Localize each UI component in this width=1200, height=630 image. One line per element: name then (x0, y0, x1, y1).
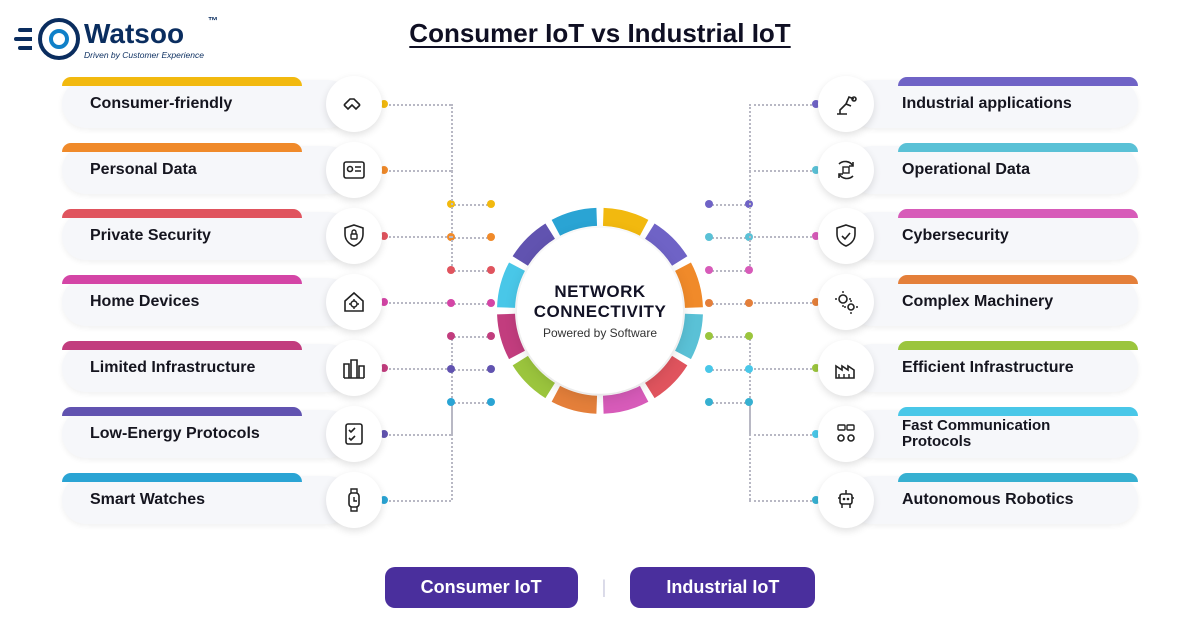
hub-sub: Powered by Software (543, 325, 657, 339)
pill-label: Home Devices (90, 293, 199, 311)
pill-stripe (898, 275, 1138, 284)
smart-home-icon (326, 274, 382, 330)
footer: Consumer IoT | Industrial IoT (0, 567, 1200, 608)
robot-arm-icon (818, 76, 874, 132)
pill-stripe (898, 407, 1138, 416)
cyber-shield-icon (818, 208, 874, 264)
pill-bar: Efficient Infrastructure (848, 344, 1138, 392)
watch-icon (326, 472, 382, 528)
hub-line2: CONNECTIVITY (534, 302, 667, 322)
comm-icon (818, 406, 874, 462)
industrial-column: Industrial applications Operational Data C… (758, 80, 1138, 542)
page-title: Consumer IoT vs Industrial IoT (0, 18, 1200, 49)
pill-stripe (62, 407, 302, 416)
pill-bar: Personal Data (62, 146, 352, 194)
pill-stripe (62, 77, 302, 86)
pill-bar: Low-Energy Protocols (62, 410, 352, 458)
hub: NETWORK CONNECTIVITY Powered by Software (495, 206, 705, 416)
pill-label: Low-Energy Protocols (90, 425, 260, 443)
badge-industrial: Industrial IoT (630, 567, 815, 608)
logo-tagline: Driven by Customer Experience (84, 50, 204, 60)
pill-stripe (62, 341, 302, 350)
hub-core: NETWORK CONNECTIVITY Powered by Software (517, 228, 683, 394)
consumer-column: Consumer-friendly Personal Data Private Se… (62, 80, 442, 542)
pill-label: Limited Infrastructure (90, 359, 255, 377)
id-card-icon (326, 142, 382, 198)
pill-label: Autonomous Robotics (902, 491, 1074, 509)
pill-label: Personal Data (90, 161, 197, 179)
pill-bar: Cybersecurity (848, 212, 1138, 260)
pill-stripe (898, 341, 1138, 350)
pill-bar: Home Devices (62, 278, 352, 326)
pill-bar: Smart Watches (62, 476, 352, 524)
gears-icon (818, 274, 874, 330)
pill-label: Cybersecurity (902, 227, 1009, 245)
shield-lock-icon (326, 208, 382, 264)
pill-label: Operational Data (902, 161, 1030, 179)
pill-bar: Consumer-friendly (62, 80, 352, 128)
pill-label: Private Security (90, 227, 211, 245)
pill-label: Industrial applications (902, 95, 1072, 113)
pill-stripe (898, 77, 1138, 86)
handshake-icon (326, 76, 382, 132)
pill-bar: Private Security (62, 212, 352, 260)
pill-bar: Operational Data (848, 146, 1138, 194)
checklist-icon (326, 406, 382, 462)
pill-label: Fast Communication Protocols (902, 418, 1110, 451)
data-cycle-icon (818, 142, 874, 198)
footer-separator: | (602, 577, 607, 598)
pill-label: Complex Machinery (902, 293, 1053, 311)
hub-line1: NETWORK (554, 282, 645, 302)
badge-consumer: Consumer IoT (385, 567, 578, 608)
factory-icon (818, 340, 874, 396)
robot-icon (818, 472, 874, 528)
pill-stripe (898, 209, 1138, 218)
pill-bar: Fast Communication Protocols (848, 410, 1138, 458)
pill-stripe (898, 473, 1138, 482)
pill-bar: Complex Machinery (848, 278, 1138, 326)
pill-label: Consumer-friendly (90, 95, 232, 113)
pill-label: Smart Watches (90, 491, 205, 509)
pill-stripe (62, 275, 302, 284)
pill-bar: Industrial applications (848, 80, 1138, 128)
pill-stripe (62, 209, 302, 218)
pill-bar: Autonomous Robotics (848, 476, 1138, 524)
pill-stripe (62, 473, 302, 482)
pill-label: Efficient Infrastructure (902, 359, 1074, 377)
pill-bar: Limited Infrastructure (62, 344, 352, 392)
pill-stripe (898, 143, 1138, 152)
city-icon (326, 340, 382, 396)
pill-stripe (62, 143, 302, 152)
